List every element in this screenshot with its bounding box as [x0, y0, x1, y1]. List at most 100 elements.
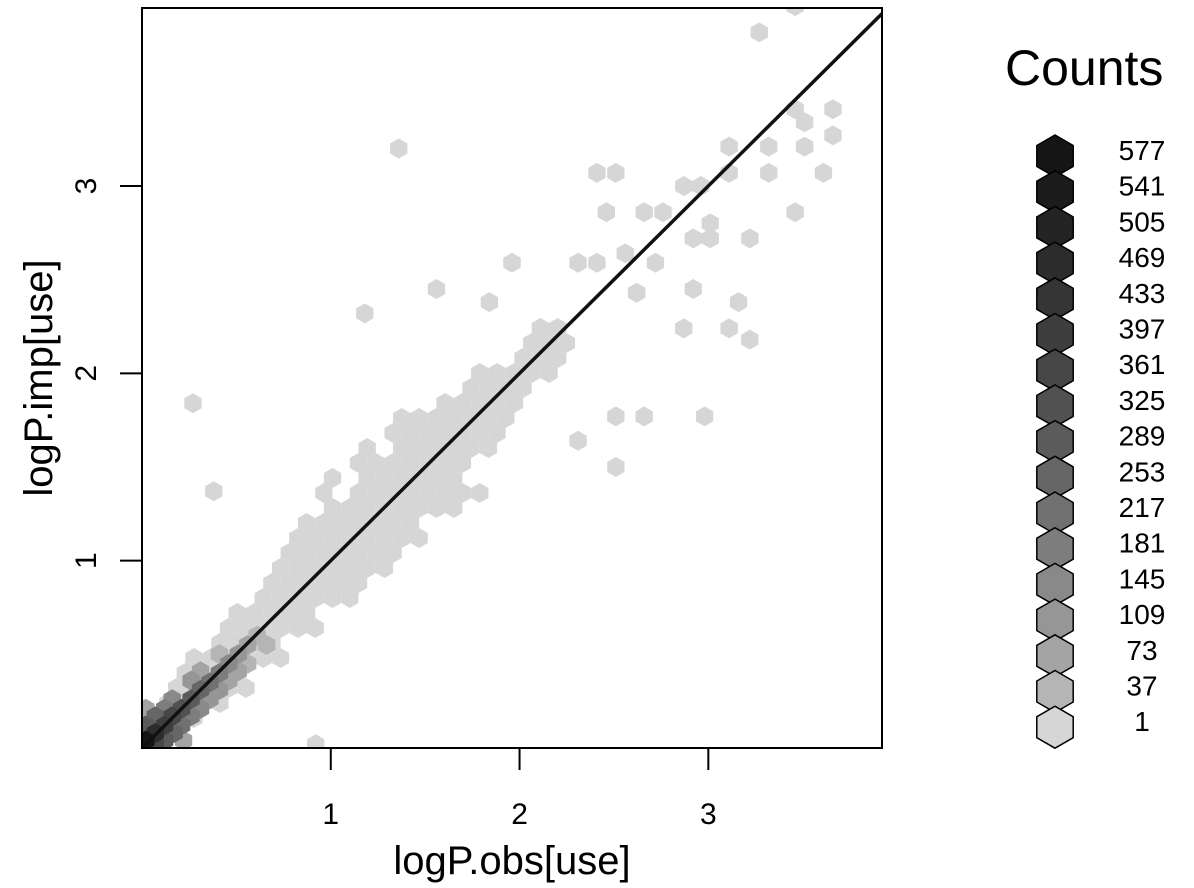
- hex-cell: [341, 528, 359, 548]
- legend-swatch: [1036, 276, 1074, 321]
- hex-cell: [675, 318, 693, 339]
- hex-cell: [375, 558, 394, 578]
- hex-cell: [720, 318, 738, 339]
- legend-label: 217: [1119, 492, 1166, 523]
- hex-cell: [760, 162, 778, 183]
- hex-cell: [824, 99, 842, 120]
- legend-swatch: [1036, 633, 1074, 678]
- hex-cell: [616, 243, 634, 264]
- hex-cell: [795, 112, 814, 133]
- hex-cell: [488, 363, 506, 383]
- hex-cell: [523, 333, 541, 353]
- legend: Counts 577 541 505 469 433 397 361 325 289 253 217…: [1005, 40, 1166, 750]
- x-axis: 1 2 3: [322, 747, 717, 831]
- hex-cell: [531, 348, 549, 368]
- hex-cell: [390, 138, 408, 159]
- hex-cell: [497, 408, 515, 428]
- legend-label: 109: [1119, 599, 1166, 630]
- hex-cell: [393, 498, 411, 518]
- legend-label: 289: [1119, 421, 1166, 452]
- hex-cell: [306, 528, 324, 548]
- legend-label: 361: [1119, 349, 1166, 380]
- hex-cell: [488, 423, 506, 443]
- hex-cell: [219, 618, 238, 638]
- hex-cell: [205, 481, 223, 502]
- legend-label: 577: [1119, 135, 1166, 166]
- hex-cell: [257, 635, 276, 655]
- hex-cell: [684, 228, 702, 249]
- hex-cell: [427, 468, 446, 488]
- hex-cell: [289, 528, 307, 548]
- hex-cell: [569, 430, 587, 451]
- hex-cell: [254, 588, 272, 608]
- hex-cell: [654, 202, 672, 223]
- hex-cell: [358, 438, 376, 458]
- hex-cell: [760, 136, 778, 157]
- hex-cell: [427, 279, 446, 299]
- legend-swatch: [1036, 455, 1074, 500]
- hex-cell: [627, 282, 646, 303]
- hex-cell: [462, 438, 480, 458]
- hex-cell: [306, 618, 324, 638]
- legend-label: 325: [1119, 385, 1166, 416]
- sparse-hex-cells: [184, 8, 842, 748]
- hex-cell: [750, 22, 768, 43]
- hex-cell: [384, 453, 402, 473]
- hex-cell: [540, 363, 558, 383]
- hex-cell: [531, 318, 549, 338]
- hex-cell: [263, 603, 281, 623]
- legend-label: 433: [1119, 278, 1166, 309]
- hex-cell: [332, 573, 350, 593]
- hex-cell: [323, 528, 342, 548]
- hex-cell: [795, 136, 814, 157]
- legend-swatch: [1036, 669, 1074, 714]
- hex-cell: [401, 453, 420, 473]
- legend-swatch: [1036, 134, 1074, 178]
- hex-cell: [479, 408, 498, 428]
- legend-label: 1: [1134, 706, 1150, 737]
- hex-cell: [367, 483, 385, 503]
- x-tick-label: 3: [700, 798, 717, 831]
- y-tick-label: 2: [70, 365, 103, 382]
- hex-cell: [263, 573, 281, 593]
- hex-cell: [332, 513, 350, 533]
- hex-cell: [356, 303, 374, 324]
- legend-swatch: [1036, 562, 1074, 607]
- hex-cell: [436, 423, 454, 443]
- hex-cell: [384, 543, 402, 563]
- hex-cell: [245, 603, 264, 623]
- hex-cell: [271, 558, 290, 578]
- hex-cell: [701, 228, 719, 249]
- hex-cell: [393, 468, 411, 488]
- hex-cell: [729, 292, 748, 313]
- legend-title: Counts: [1005, 40, 1163, 96]
- hex-cell: [505, 393, 524, 413]
- legend-swatch: [1036, 169, 1074, 214]
- hex-cell: [375, 468, 394, 488]
- hex-cell: [436, 393, 454, 413]
- legend-swatch: [1036, 419, 1074, 464]
- hex-cell: [471, 483, 489, 503]
- legend-label: 181: [1119, 528, 1166, 559]
- hex-cell: [505, 363, 524, 383]
- hex-cell: [569, 252, 587, 273]
- hex-cell: [393, 438, 411, 458]
- x-tick-label: 2: [511, 798, 528, 831]
- hex-cell: [410, 408, 428, 428]
- hex-cell: [393, 408, 411, 428]
- legend-swatch: [1036, 312, 1074, 357]
- hex-cell: [597, 202, 615, 223]
- hex-cell: [384, 423, 402, 443]
- hex-cell: [297, 513, 316, 533]
- legend-swatch: [1036, 205, 1074, 250]
- hex-cell: [479, 438, 498, 458]
- hex-cell: [588, 252, 606, 273]
- hex-cell: [427, 498, 446, 518]
- hex-cell: [306, 588, 324, 608]
- legend-label: 505: [1119, 206, 1166, 237]
- hex-cell: [384, 513, 402, 533]
- hex-cell: [289, 588, 307, 608]
- hex-cell: [786, 8, 804, 17]
- legend-items: 577 541 505 469 433 397 361 325 289 253 217 181 145 1…: [1036, 134, 1166, 750]
